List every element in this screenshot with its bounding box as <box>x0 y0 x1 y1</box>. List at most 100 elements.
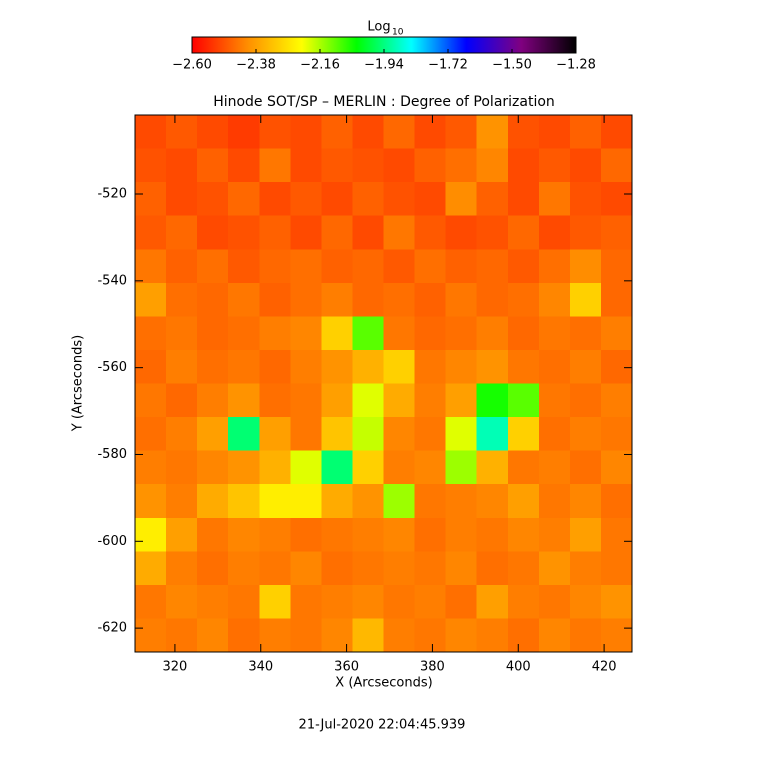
heatmap-cell <box>352 316 384 351</box>
heatmap-cell <box>569 450 602 485</box>
heatmap-cell <box>166 484 198 519</box>
heatmap-cell <box>538 182 571 217</box>
heatmap-cell <box>383 517 416 552</box>
heatmap-cell <box>414 148 447 183</box>
heatmap-cell <box>476 182 509 217</box>
heatmap-cell <box>569 249 602 284</box>
heatmap-cell <box>414 383 447 418</box>
heatmap-cell <box>228 584 260 619</box>
heatmap-cell <box>414 551 447 586</box>
heatmap-cell <box>600 148 633 183</box>
heatmap-cell <box>600 417 633 452</box>
heatmap-cell <box>197 249 229 284</box>
heatmap-cell <box>507 115 540 150</box>
heatmap-cell <box>414 450 447 485</box>
heatmap-cell <box>507 450 540 485</box>
heatmap-cell <box>507 249 540 284</box>
heatmap-cell <box>538 584 571 619</box>
plot-frame <box>134 114 633 653</box>
heatmap-cell <box>197 584 229 619</box>
heatmap-cell <box>507 484 540 519</box>
heatmap-cell <box>166 182 198 217</box>
heatmap-cell <box>290 417 322 452</box>
heatmap-cell <box>383 417 416 452</box>
heatmap-cell <box>600 316 633 351</box>
heatmap-cell <box>600 450 633 485</box>
heatmap-cell <box>135 316 167 351</box>
heatmap-cell <box>507 215 540 250</box>
heatmap-cell <box>135 349 167 384</box>
heatmap-cell <box>569 618 602 653</box>
heatmap-cell <box>290 349 322 384</box>
heatmap-cell <box>290 282 322 317</box>
heatmap-cell <box>259 450 291 485</box>
heatmap-cell <box>135 517 167 552</box>
heatmap-cell <box>507 383 540 418</box>
heatmap-cell <box>135 584 167 619</box>
heatmap-cell <box>538 618 571 653</box>
y-tick-label: -540 <box>97 273 127 288</box>
x-tick-label: 380 <box>420 660 445 675</box>
heatmap-cell <box>507 517 540 552</box>
heatmap-cell <box>290 551 322 586</box>
heatmap-cell <box>352 115 384 150</box>
heatmap-cell <box>135 417 167 452</box>
y-tick-label: -520 <box>97 187 127 202</box>
heatmap-cell <box>259 417 291 452</box>
heatmap-cell <box>352 182 384 217</box>
heatmap-cell <box>445 618 478 653</box>
heatmap-cell <box>228 316 260 351</box>
heatmap-cell <box>538 249 571 284</box>
heatmap-cell <box>569 182 602 217</box>
heatmap-cell <box>259 618 291 653</box>
heatmap-cell <box>166 618 198 653</box>
heatmap-cell <box>197 215 229 250</box>
heatmap-cell <box>538 316 571 351</box>
heatmap-cell <box>197 484 229 519</box>
heatmap-cell <box>445 484 478 519</box>
heatmap-cell <box>352 215 384 250</box>
heatmap-cell <box>538 349 571 384</box>
heatmap-cell <box>414 249 447 284</box>
heatmap-cell <box>507 618 540 653</box>
heatmap-cell <box>321 349 353 384</box>
heatmap-cell <box>445 182 478 217</box>
heatmap-cell <box>445 349 478 384</box>
heatmap-cell <box>569 584 602 619</box>
heatmap-cell <box>321 584 353 619</box>
heatmap-cell <box>166 584 198 619</box>
heatmap-cell <box>290 517 322 552</box>
heatmap-cell <box>569 484 602 519</box>
heatmap-cell <box>600 484 633 519</box>
heatmap-cell <box>259 517 291 552</box>
heatmap-cell <box>538 282 571 317</box>
heatmap-cell <box>135 282 167 317</box>
heatmap-cell <box>383 551 416 586</box>
heatmap-cell <box>600 349 633 384</box>
heatmap-cell <box>135 383 167 418</box>
heatmap-cell <box>476 551 509 586</box>
heatmap-cell <box>569 551 602 586</box>
x-tick-label: 420 <box>592 660 617 675</box>
colorbar-tick-label: −1.28 <box>556 58 596 73</box>
heatmap-cell <box>197 618 229 653</box>
heatmap-cell <box>197 417 229 452</box>
heatmap-cell <box>135 182 167 217</box>
colorbar-label-sub: 10 <box>392 28 404 38</box>
heatmap-cell <box>414 349 447 384</box>
heatmap-cell <box>538 115 571 150</box>
heatmap-cell <box>476 517 509 552</box>
heatmap-cell <box>228 115 260 150</box>
heatmap-cell <box>507 316 540 351</box>
heatmap-cell <box>445 148 478 183</box>
heatmap-cell <box>538 551 571 586</box>
heatmap-cell <box>600 282 633 317</box>
heatmap-cell <box>290 182 322 217</box>
heatmap-cell <box>259 115 291 150</box>
heatmap-cell <box>383 115 416 150</box>
heatmap-cell <box>352 517 384 552</box>
heatmap-cell <box>476 316 509 351</box>
heatmap-cell <box>228 182 260 217</box>
heatmap-cell <box>166 383 198 418</box>
